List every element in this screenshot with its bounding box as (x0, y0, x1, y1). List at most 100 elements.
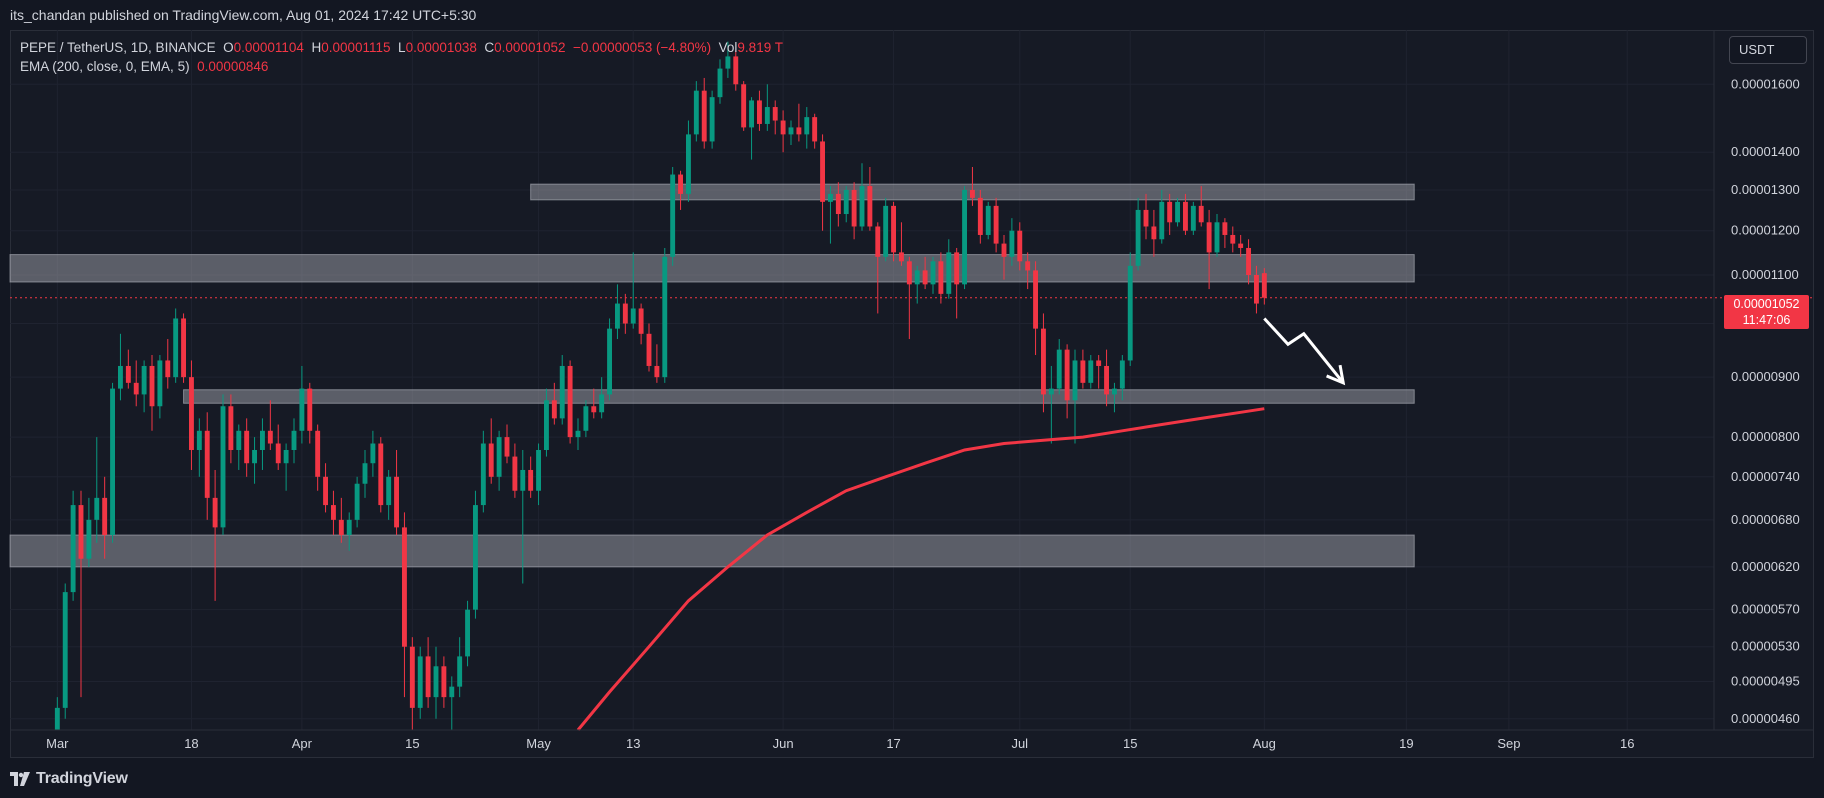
candle (472, 490, 478, 619)
candle-body (575, 430, 581, 438)
candle (244, 418, 250, 477)
candle-body (275, 443, 281, 464)
candle (993, 197, 999, 253)
arrow-shaft (1263, 317, 1345, 384)
candle (117, 333, 123, 401)
candle (559, 355, 565, 425)
candle-body (149, 365, 155, 407)
candle-body (188, 377, 194, 451)
ema-label[interactable]: EMA (200, close, 0, EMA, 5) (20, 59, 190, 74)
ema-200-line (576, 407, 1265, 731)
candle (812, 113, 818, 149)
tradingview-branding[interactable]: TradingView (10, 766, 128, 792)
candle-body (1230, 234, 1236, 244)
candle-body (70, 505, 76, 593)
tradingview-wordmark: TradingView (36, 770, 128, 787)
close-label: C (484, 40, 495, 55)
candle-body (685, 134, 691, 194)
candle (449, 676, 455, 730)
candle (1096, 355, 1102, 389)
candle-body (1025, 261, 1031, 271)
candle (1001, 234, 1007, 280)
candle-body (433, 666, 439, 698)
candle-body (1088, 360, 1094, 383)
candle (969, 166, 975, 206)
ema-value: 0.00000846 (197, 59, 269, 74)
candle-body (764, 107, 770, 124)
candle (204, 412, 210, 520)
candle (962, 186, 968, 290)
candle (930, 256, 936, 294)
candle-body (472, 505, 478, 610)
y-tick-label: 0.00000680 (1731, 512, 1800, 527)
candle-body (496, 437, 502, 477)
candle (646, 323, 652, 372)
candle-body (1151, 226, 1157, 240)
candle-body (851, 189, 857, 227)
candle (567, 360, 573, 444)
candle (173, 308, 179, 383)
sr-zone (9, 254, 1415, 283)
candle-body (196, 430, 202, 451)
sr-zone (9, 534, 1415, 568)
candle (670, 166, 676, 266)
candle (662, 247, 668, 383)
candle-body (536, 450, 542, 491)
candle (654, 344, 660, 383)
candle (906, 256, 912, 340)
y-tick-label: 0.00000800 (1731, 429, 1800, 444)
candle (1214, 214, 1220, 257)
low-value: 0.00001038 (405, 40, 477, 55)
candle-body (54, 707, 60, 730)
candle (1040, 313, 1046, 413)
candle-body (362, 463, 368, 484)
candle-body (1111, 388, 1117, 395)
candle-body (259, 430, 265, 451)
candle (346, 512, 352, 551)
candle (875, 222, 881, 314)
high-value: 0.00001115 (321, 40, 391, 55)
candle (1111, 382, 1117, 413)
candle-body (165, 360, 171, 378)
candle-body (749, 100, 755, 128)
candle-body (441, 666, 447, 698)
candle-body (212, 497, 218, 528)
candle (867, 166, 873, 231)
candle-body (157, 360, 163, 407)
candle-body (930, 261, 936, 285)
projection-arrow (1263, 317, 1346, 386)
candle (536, 443, 542, 506)
candle (299, 365, 305, 444)
candle (496, 430, 502, 491)
candle (701, 77, 707, 149)
candle-body (409, 646, 415, 708)
candle-body (946, 252, 952, 294)
sr-zone (183, 389, 1415, 404)
price-chart[interactable]: 0.00001600 0.00001400 0.00001300 0.00001200… (0, 0, 1824, 760)
candle (1198, 186, 1204, 227)
candle-body (512, 456, 518, 491)
candle (1088, 355, 1094, 389)
candle-body (330, 505, 336, 520)
candle (165, 339, 171, 389)
candle (86, 497, 92, 567)
candle (946, 239, 952, 299)
symbol-label[interactable]: PEPE / TetherUS, 1D, BINANCE (20, 40, 216, 55)
candle (386, 469, 392, 520)
candle-body (1246, 247, 1252, 276)
currency-button[interactable]: USDT (1729, 36, 1807, 64)
candle (891, 201, 897, 262)
candle-body (827, 193, 833, 202)
x-tick-label: Apr (292, 736, 313, 751)
candle-body (891, 205, 897, 253)
candle-body (1119, 360, 1125, 389)
candle (378, 437, 384, 513)
candle (149, 355, 155, 431)
candle-body (922, 270, 928, 285)
candle-body (962, 189, 968, 285)
candle-body (1001, 243, 1007, 257)
candle (607, 318, 613, 401)
candle-body (528, 469, 534, 491)
y-tick-label: 0.00000900 (1731, 369, 1800, 384)
candle-body (1167, 201, 1173, 223)
